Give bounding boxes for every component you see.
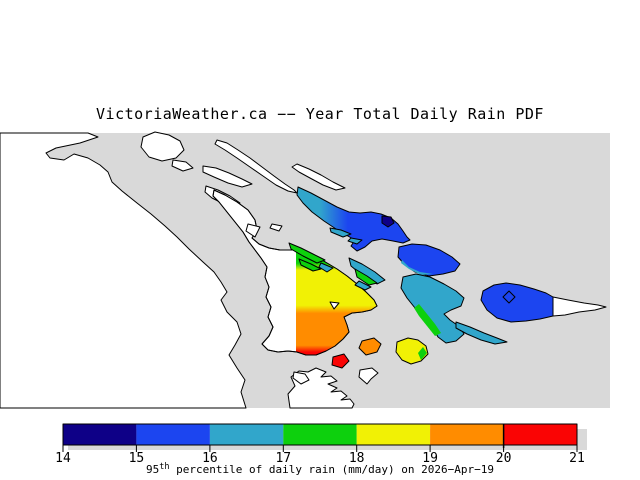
station-diamond-marker [502, 290, 516, 304]
island-blue-1-fringe [401, 260, 433, 275]
island-white-2 [171, 159, 194, 172]
island-green-3 [354, 268, 378, 286]
tick-label-5: 19 [422, 451, 438, 466]
island-teal-6 [455, 321, 508, 345]
tick-label-4: 18 [349, 451, 365, 466]
island-white-1 [140, 131, 185, 162]
island-teal-tip [318, 262, 334, 273]
colorbar-segment-5 [430, 424, 504, 445]
island-teal-1 [329, 227, 352, 238]
island-white-7 [358, 367, 379, 385]
colorbar-segment-3 [283, 424, 357, 445]
colorbar-segment-6 [503, 424, 577, 445]
island-teal-2 [347, 237, 363, 245]
colorbar-caption: 95th percentile of daily rain (mm/day) o… [146, 462, 494, 476]
colorbar-segment-2 [209, 424, 284, 445]
island-blue-2-white-tail [552, 296, 607, 317]
island-yellow-1-green-fringe [418, 347, 427, 360]
tick-label-0: 14 [55, 451, 71, 466]
colorbar-segment-1 [136, 424, 210, 445]
island-white-4 [202, 165, 253, 188]
navy-spot [381, 215, 395, 228]
island-white-8 [292, 371, 310, 385]
tick-label-2: 16 [202, 451, 218, 466]
tick-label-7: 21 [569, 451, 585, 466]
tick-label-3: 17 [275, 451, 291, 466]
tick-label-6: 20 [496, 451, 512, 466]
island-teal-3 [348, 257, 386, 285]
island-green-2 [298, 258, 322, 272]
lake-2 [329, 301, 340, 310]
island-orange-1 [358, 337, 382, 356]
colorbar-border [62, 423, 578, 446]
lake-1 [245, 223, 261, 238]
island-green-1 [288, 242, 326, 264]
colorbar-segment-0 [63, 424, 137, 445]
landmass-west [0, 132, 247, 409]
island-gradient-long [296, 186, 411, 252]
island-white-3 [291, 163, 346, 191]
tick-label-1: 15 [129, 451, 145, 466]
island-teal-4 [354, 280, 372, 291]
plot-title: VictoriaWeather.ca −− Year Total Daily R… [96, 105, 544, 123]
colorbar-segment-4 [356, 424, 431, 445]
island-red-1 [331, 353, 350, 369]
island-teal-5-green-streak [414, 304, 441, 336]
island-white-6 [269, 223, 283, 232]
